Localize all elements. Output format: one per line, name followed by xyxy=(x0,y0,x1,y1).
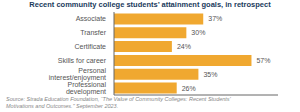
html-text:Motivations and Outcomes.” Sep: Motivations and Outcomes.” September 202… xyxy=(6,103,119,109)
svg-text:35%: 35% xyxy=(203,71,217,78)
svg-text:Associate: Associate xyxy=(76,15,106,22)
svg-text:Transfer: Transfer xyxy=(80,29,106,36)
svg-text:26%: 26% xyxy=(182,85,196,92)
svg-text:37%: 37% xyxy=(208,15,222,22)
html-text:Source: Strada Education Found: Source: Strada Education Foundation, “Th… xyxy=(6,96,231,102)
svg-text:Professionaldevelopment: Professionaldevelopment xyxy=(66,81,107,96)
svg-text:30%: 30% xyxy=(191,29,205,36)
svg-text:Certificate: Certificate xyxy=(74,43,106,50)
svg-text:Skills for career: Skills for career xyxy=(58,57,107,64)
svg-text:24%: 24% xyxy=(177,43,191,50)
svg-text:Personalinterest/enjoyment: Personalinterest/enjoyment xyxy=(49,67,107,82)
svg-text:57%: 57% xyxy=(256,57,270,64)
html-text:Recent community college stude: Recent community college students’ attai… xyxy=(29,0,271,9)
